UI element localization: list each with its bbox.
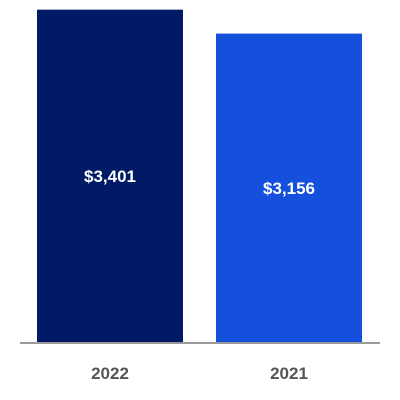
bars-group bbox=[37, 9, 362, 343]
category-labels-group: 2022 2021 bbox=[91, 364, 308, 383]
category-label-2022: 2022 bbox=[91, 364, 129, 383]
value-labels-group: $3,401 $3,156 bbox=[84, 167, 315, 198]
bar-2021 bbox=[216, 33, 362, 343]
category-label-2021: 2021 bbox=[270, 364, 308, 383]
bar-2022 bbox=[37, 9, 183, 343]
value-label-2021: $3,156 bbox=[263, 179, 315, 198]
value-label-2022: $3,401 bbox=[84, 167, 136, 186]
